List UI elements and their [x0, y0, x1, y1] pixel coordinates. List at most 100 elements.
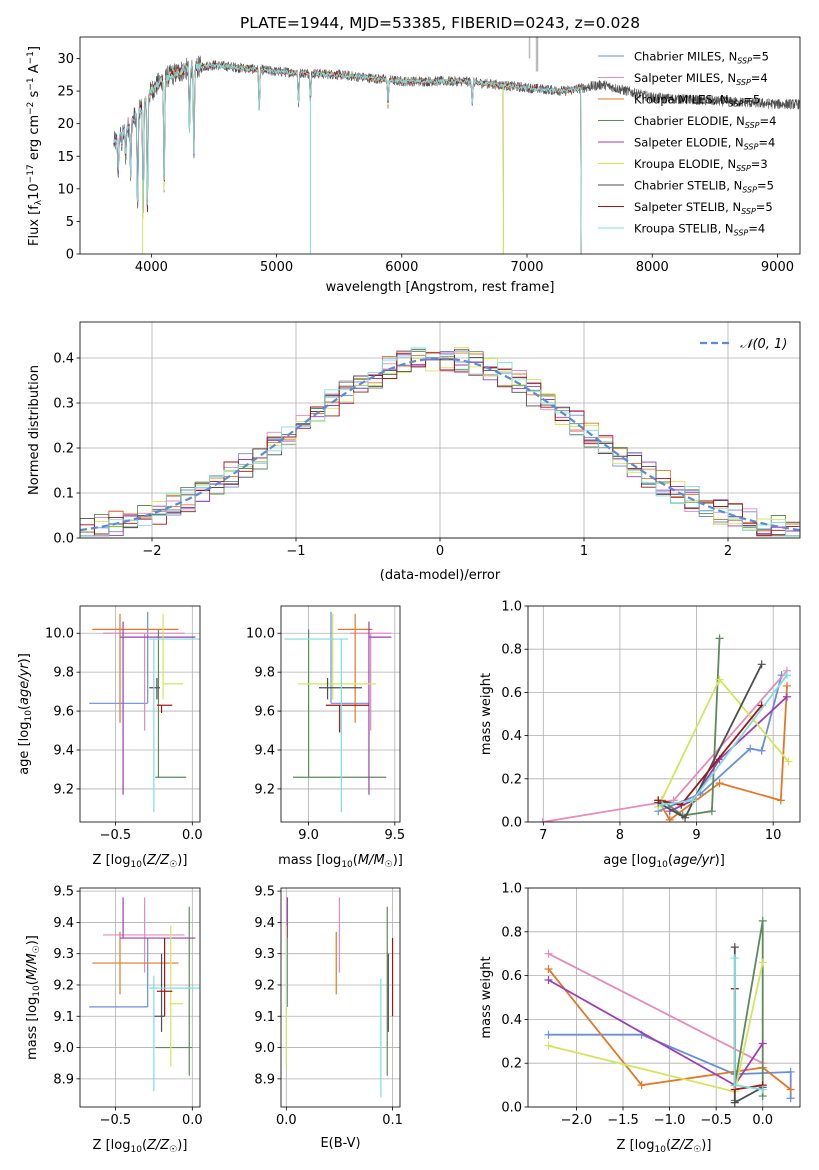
- age_z-ylabel-part-3: age/yr: [17, 662, 32, 705]
- spectrum-ytick-label-5: 25: [57, 85, 74, 100]
- z_weight-ytick-label-0: 0.0: [501, 1101, 522, 1116]
- age_weight-marker-0-2: [746, 744, 755, 753]
- age_weight-marker-8-1: [688, 796, 697, 805]
- age_z-xlabel-part-3: Z/Z: [146, 853, 170, 868]
- mass_ebv-ytick-label-6: 9.5: [254, 885, 275, 900]
- age_weight-xlabel-part-4: )]: [715, 853, 725, 868]
- z_weight-marker-1-0: [544, 949, 553, 958]
- z_weight-xtick-label-0: −2.0: [561, 1113, 593, 1128]
- spectrum-series-0: [113, 62, 582, 254]
- z_weight-marker-8-1: [730, 1081, 739, 1090]
- residuals-xtick-label-1: −1: [286, 544, 305, 559]
- age_weight-ytick-label-4: 0.8: [501, 643, 522, 658]
- residuals-ytick-label-4: 0.4: [53, 352, 74, 367]
- spectrum-ytick-label-2: 10: [57, 182, 74, 197]
- z_weight-xtick-label-3: −0.5: [700, 1113, 732, 1128]
- age_weight-ytick-label-5: 1.0: [501, 600, 522, 615]
- z_weight-xlabel-part-2: (: [666, 1138, 671, 1153]
- z_weight-marker-2-3: [786, 1085, 795, 1094]
- spectrum-xlabel-part-0: wavelength [Angstrom, rest frame]: [326, 280, 555, 295]
- spectrum-legend-text-1: Salpeter MILES, NSSP=4: [634, 71, 768, 87]
- spectrum-ylabel-b: λ: [34, 199, 44, 205]
- age_weight-line-0: [657, 674, 783, 813]
- spectrum-series-8: [113, 62, 582, 254]
- z_weight-ytick-label-3: 0.6: [501, 969, 522, 984]
- mass_ebv-axes: 0.0 0.1 8.9 9.0 9.1 9.2 9.3 9.4 9.5: [254, 885, 403, 1128]
- age_mass-ytick-label-2: 9.6: [254, 705, 275, 720]
- age_weight-xtick-label-2: 9: [692, 828, 700, 843]
- z_weight-frame: [527, 887, 801, 1108]
- mass_z-ylabel: mass [log10(M/M☉)]: [25, 935, 42, 1060]
- age_z-xtick-label-1: 0.0: [182, 828, 203, 843]
- age_weight-marker-2-4: [782, 681, 791, 690]
- z_weight-line-2: [547, 968, 792, 1091]
- age_z-ylabel-part-4: )]: [17, 653, 32, 663]
- age_weight-xlabel-part-0: age [log: [603, 853, 656, 868]
- age_weight-marker-7-0: [654, 796, 663, 805]
- mass_z-ylabel-part-5: )]: [25, 935, 40, 945]
- age_weight-xtick-label-0: 7: [539, 828, 547, 843]
- residuals-ytick-label-2: 0.2: [53, 442, 74, 457]
- age_weight-marker-8-0: [658, 800, 667, 809]
- z_weight-axes: −2.0 −1.5 −1.0 −0.5 0.0 0.0 0.2 0.4 0.6 0.8 1.0: [501, 882, 800, 1128]
- age_z-xtick-label-0: −0.5: [100, 828, 132, 843]
- spectrum-title: PLATE=1944, MJD=53385, FIBERID=0243, z=0…: [240, 14, 640, 32]
- z_weight-marker-6-1: [730, 1098, 739, 1107]
- mass_ebv-xlabel: E(B-V): [320, 1136, 360, 1151]
- z_weight-marker-2-1: [637, 1081, 646, 1090]
- residuals-ytick-label-0: 0.0: [53, 532, 74, 547]
- mass_ebv-ytick-label-4: 9.3: [254, 947, 275, 962]
- age_weight-marker-2-1: [665, 815, 674, 822]
- age_z-axes: −0.5 0.0 9.2 9.4 9.6 9.8 10.0: [45, 606, 203, 843]
- spectrum-legend-tail-8: =4: [748, 222, 765, 236]
- spectrum-frame: [79, 36, 801, 255]
- age_z-ytick-label-4: 10.0: [45, 627, 74, 642]
- age_z-frame: [79, 605, 201, 823]
- age_weight-marker-2-2: [715, 779, 724, 788]
- age_weight-xlabel: age [log10(age/yr)]: [603, 853, 725, 870]
- mass_z-ytick-label-2: 9.1: [53, 1010, 74, 1025]
- spectrum-legend-tail-4: =4: [758, 136, 775, 150]
- age_weight-ytick-label-1: 0.2: [501, 772, 522, 787]
- spectrum-legend-text-0: Chabrier MILES, NSSP=5: [634, 50, 769, 66]
- spectrum-legend-text-6: Chabrier STELIB, NSSP=5: [634, 179, 774, 195]
- age_z-ytick-label-3: 9.8: [53, 666, 74, 681]
- spectrum-xlabel: wavelength [Angstrom, rest frame]: [326, 280, 555, 295]
- spectrum-legend-sub-1: SSP: [736, 78, 751, 87]
- age_weight-marker-6-1: [681, 813, 690, 822]
- spectrum-legend-sub-8: SSP: [734, 229, 749, 238]
- z_weight-marker-8-0: [730, 954, 739, 963]
- age_weight-ytick-label-3: 0.6: [501, 686, 522, 701]
- age_weight-marker-3-3: [715, 634, 724, 643]
- residuals-xtick-label-3: 1: [580, 544, 588, 559]
- residuals-xtick-label-4: 2: [724, 544, 732, 559]
- age_weight-ylabel-part-0: mass weight: [479, 673, 494, 755]
- age_weight-marker-5-1: [715, 675, 724, 684]
- age_weight-line-6: [657, 663, 763, 819]
- mass_ebv-ytick-label-3: 9.2: [254, 978, 275, 993]
- spectrum-ylabel-d: −17: [26, 164, 36, 183]
- z_weight-ylabel-part-0: mass weight: [479, 956, 494, 1038]
- age_mass-xlabel-part-0: mass [log: [278, 853, 341, 868]
- age_mass-xlabel: mass [log10(M/M☉)]: [278, 853, 403, 870]
- mass_ebv-frame: [280, 887, 401, 1108]
- age_z-ylabel-part-2: (: [17, 705, 32, 710]
- spectrum-legend-text-2: Kroupa MILES, NSSP=5: [634, 93, 760, 109]
- z_weight-xlabel: Z [log10(Z/Z☉)]: [617, 1138, 712, 1155]
- spectrum-xtick-label-4: 8000: [636, 260, 669, 275]
- age_weight-marker-6-2: [757, 660, 766, 669]
- z_weight-marker-6-0: [730, 943, 739, 952]
- age_weight-xlabel-part-2: (: [668, 853, 673, 868]
- age_mass-ytick-label-0: 9.2: [254, 782, 275, 797]
- spectrum-ylabel-g: s: [27, 90, 42, 101]
- age_z-xlabel-part-4: ☉: [169, 860, 177, 870]
- z_weight-marker-3-2: [758, 916, 767, 925]
- spectrum-legend-main-5: Kroupa ELODIE, N: [634, 157, 736, 171]
- z_weight-ylabel: mass weight: [479, 956, 494, 1038]
- residuals-ylabel: Normed distribution: [27, 365, 42, 495]
- age_z-ytick-label-2: 9.6: [53, 705, 74, 720]
- spectrum-legend-sub-7: SSP: [741, 207, 756, 216]
- age_mass-xlabel-part-2: (: [353, 853, 358, 868]
- age_mass-xlabel-part-4: ☉: [385, 860, 393, 870]
- age_weight-marker-5-2: [784, 757, 793, 766]
